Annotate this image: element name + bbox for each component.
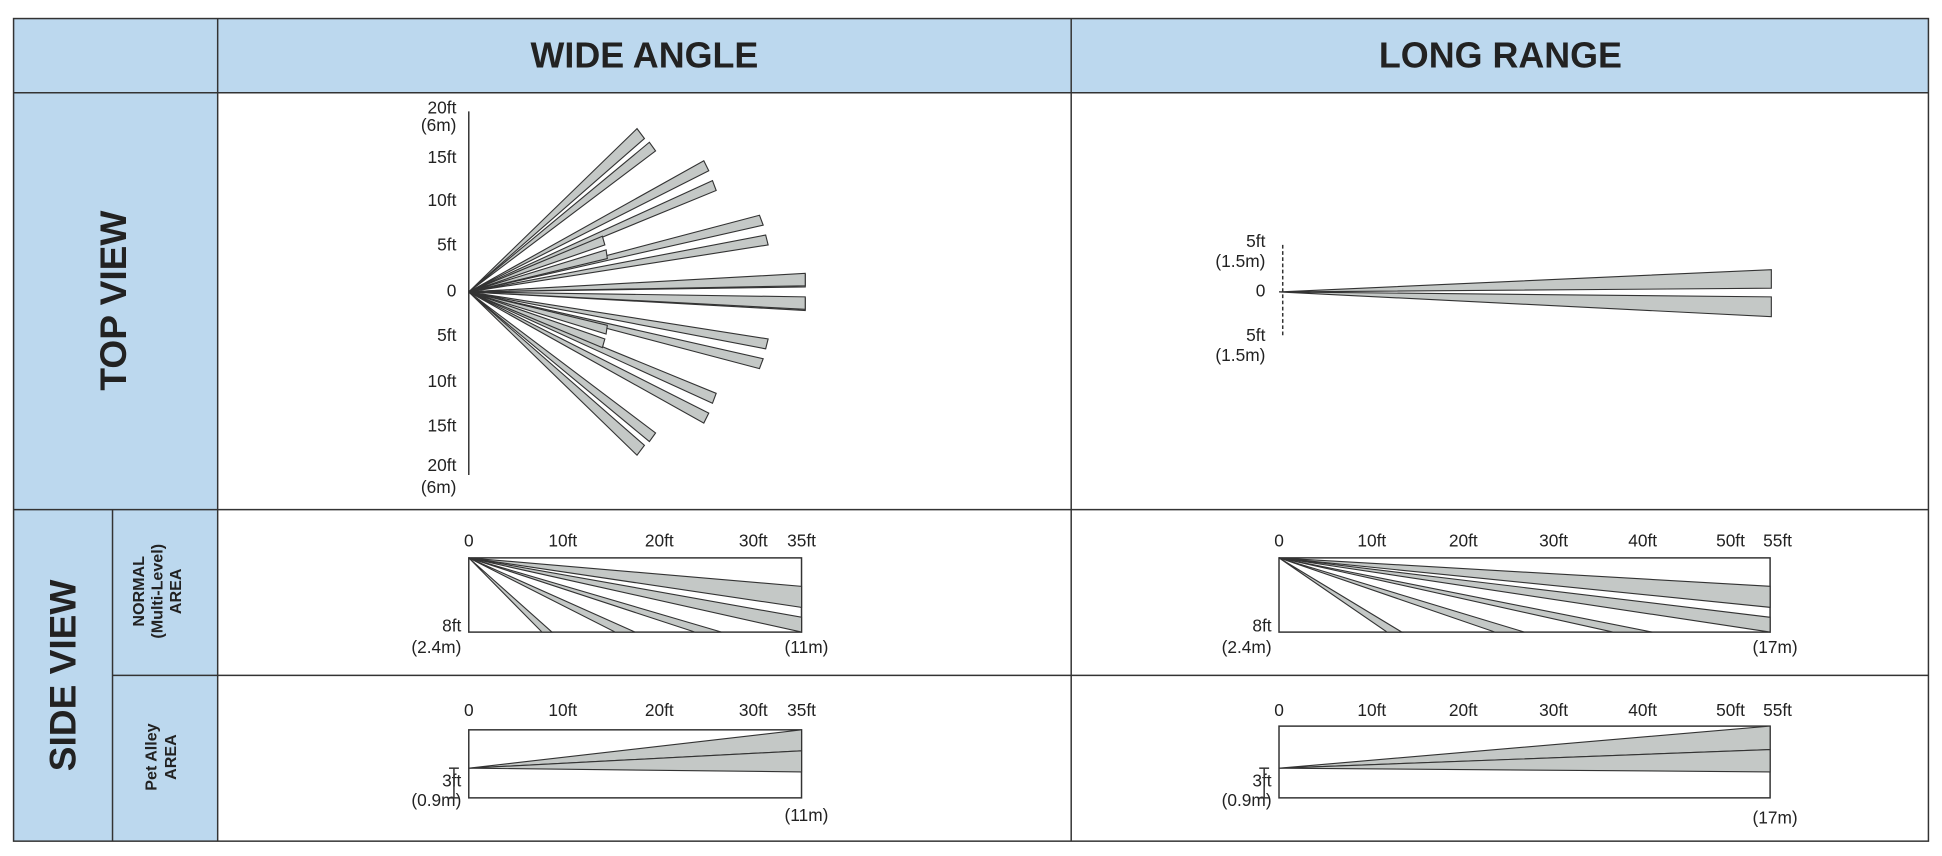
column-header: LONG RANGE xyxy=(1379,36,1622,76)
axis-label: 20ft xyxy=(645,530,674,550)
beam xyxy=(468,557,636,633)
axis-label: 3ft xyxy=(1252,770,1271,790)
axis-label: 3ft xyxy=(442,770,461,790)
axis-label: 50ft xyxy=(1716,700,1745,720)
table-grid xyxy=(12,17,1930,842)
axis-label: 40ft xyxy=(1628,700,1657,720)
axis-label: (6m) xyxy=(421,477,457,497)
axis-label: 8ft xyxy=(442,616,461,636)
sub-row-header: Pet Alley xyxy=(142,723,160,790)
axis-label: (2.4m) xyxy=(411,637,461,657)
axis-label: 40ft xyxy=(1628,530,1657,550)
axis-label: (0.9m) xyxy=(411,790,461,810)
beam xyxy=(468,127,646,293)
beam xyxy=(1278,291,1772,318)
beam xyxy=(1278,557,1525,633)
axis-label: 20ft xyxy=(645,700,674,720)
sub-row-header: AREA xyxy=(167,568,185,614)
axis-label: 20ft xyxy=(1449,530,1478,550)
beam xyxy=(1278,749,1771,773)
beam xyxy=(468,557,803,609)
beam xyxy=(468,291,608,335)
beam xyxy=(468,291,806,310)
sub-row-header: NORMAL xyxy=(130,556,148,627)
axis-label: 30ft xyxy=(739,530,768,550)
beam xyxy=(468,291,710,424)
axis-label: (2.4m) xyxy=(1222,637,1272,657)
axis-label: (17m) xyxy=(1752,807,1797,827)
beam xyxy=(468,272,806,293)
axis-label: 0 xyxy=(447,281,457,301)
axis-label: 15ft xyxy=(428,415,457,435)
axis-label: 10ft xyxy=(548,530,577,550)
beam xyxy=(1278,557,1771,608)
beam xyxy=(468,291,606,349)
beam xyxy=(468,291,769,350)
axis-label: 8ft xyxy=(1252,616,1271,636)
axis-label: 55ft xyxy=(1763,700,1792,720)
beam xyxy=(468,249,608,293)
axis-label: 35ft xyxy=(787,700,816,720)
row-header: SIDE VIEW xyxy=(41,580,83,772)
row-header: TOP VIEW xyxy=(92,211,134,391)
beam xyxy=(468,160,710,293)
axis-label: 0 xyxy=(464,530,474,550)
axis-label: 10ft xyxy=(428,371,457,391)
axis-label: 0 xyxy=(1274,530,1284,550)
axis-label: 5ft xyxy=(1246,231,1265,251)
beam xyxy=(468,750,803,773)
axis-label: 10ft xyxy=(1357,530,1386,550)
axis-label: 10ft xyxy=(548,700,577,720)
axis-label: 5ft xyxy=(437,325,456,345)
table-border xyxy=(12,17,1930,842)
axis-label: 35ft xyxy=(787,530,816,550)
axis-label: 0 xyxy=(1256,281,1266,301)
axis-label: 10ft xyxy=(428,190,457,210)
beam xyxy=(468,235,606,293)
header-band xyxy=(13,18,1929,93)
axis-label: (1.5m) xyxy=(1215,251,1265,271)
beam xyxy=(468,141,657,293)
beam xyxy=(468,557,722,633)
axis-label: 50ft xyxy=(1716,530,1745,550)
axis-label: (17m) xyxy=(1752,637,1797,657)
sub-row-header: (Multi-Level) xyxy=(149,544,167,639)
axis-label: 55ft xyxy=(1763,530,1792,550)
beam xyxy=(1278,557,1653,633)
axis-label: 30ft xyxy=(1539,530,1568,550)
axis-label: (1.5m) xyxy=(1215,345,1265,365)
axis-label: (0.9m) xyxy=(1222,790,1272,810)
axis-label: 5ft xyxy=(437,235,456,255)
axis-label: 15ft xyxy=(428,147,457,167)
axis-label: 0 xyxy=(1274,700,1284,720)
beam xyxy=(468,557,554,633)
row-header-band xyxy=(13,92,218,842)
axis-label: 10ft xyxy=(1357,700,1386,720)
beam xyxy=(468,291,646,457)
beam xyxy=(1278,269,1772,293)
sub-row-header: AREA xyxy=(162,734,180,780)
beam xyxy=(468,557,803,633)
axis-label: (11m) xyxy=(785,637,829,657)
beam xyxy=(1278,557,1404,633)
axis-label: (6m) xyxy=(421,115,457,135)
column-header: WIDE ANGLE xyxy=(531,36,759,76)
axis-label: 0 xyxy=(464,700,474,720)
axis-label: (11m) xyxy=(785,805,829,825)
beam xyxy=(468,234,769,293)
axis-label: 20ft xyxy=(428,455,457,475)
axis-label: 5ft xyxy=(1246,325,1265,345)
beam xyxy=(1278,557,1771,633)
axis-label: 20ft xyxy=(1449,700,1478,720)
beam xyxy=(468,291,657,443)
axis-label: 30ft xyxy=(1539,700,1568,720)
axis-label: 30ft xyxy=(739,700,768,720)
axis-label: 20ft xyxy=(428,97,457,117)
